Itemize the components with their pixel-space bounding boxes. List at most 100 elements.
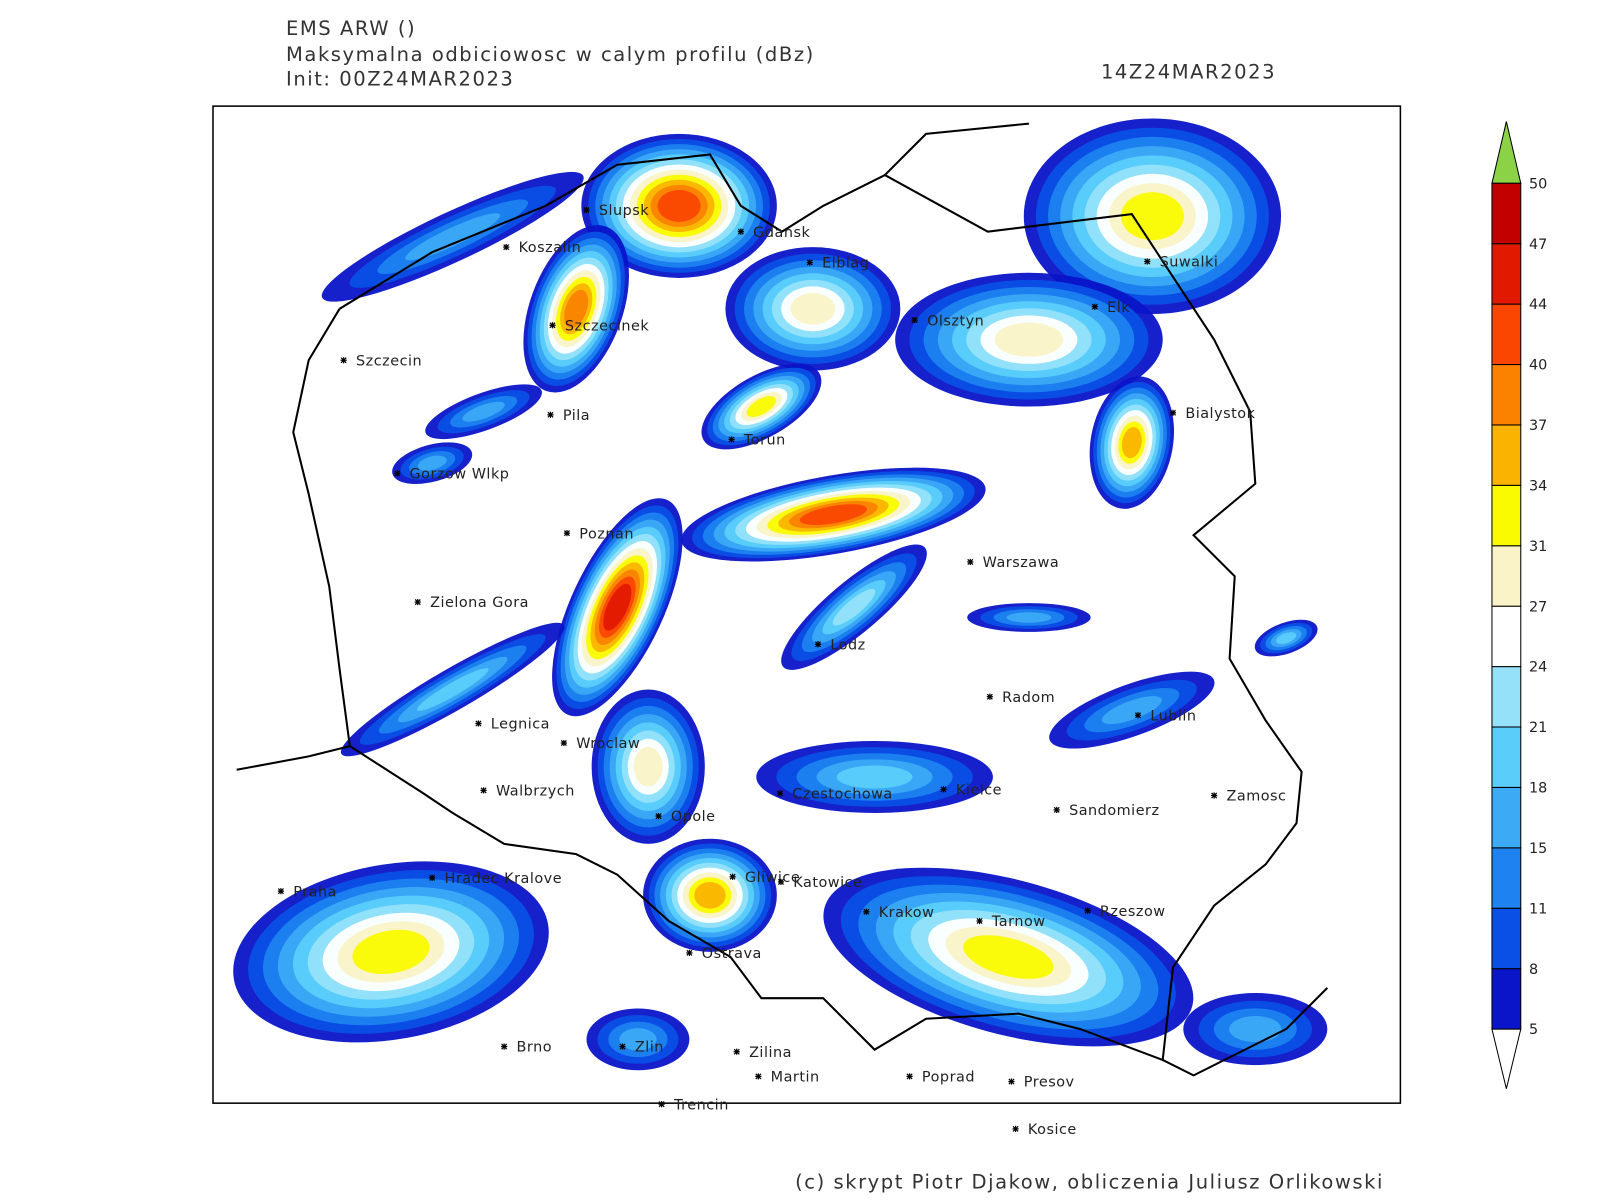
city-marker [277, 888, 284, 895]
marker-stroke [340, 357, 347, 364]
border-line [1162, 987, 1329, 1077]
colorbar-segment [1491, 726, 1522, 788]
marker-stroke [1211, 792, 1218, 799]
marker-stroke [737, 228, 744, 235]
city-marker [729, 873, 736, 880]
colorbar-label: 5 [1529, 1022, 1538, 1038]
echo-area [790, 292, 836, 325]
city-marker [1008, 1078, 1015, 1085]
city-marker [501, 1043, 508, 1050]
marker-stroke [1144, 258, 1151, 265]
echo-area [417, 455, 447, 471]
city-marker [503, 243, 510, 251]
marker-stroke [563, 530, 570, 537]
reflectivity-field [233, 118, 1328, 1071]
city-label: Martin [771, 1070, 820, 1086]
city-marker [480, 787, 487, 794]
colorbar-label: 11 [1529, 901, 1547, 917]
marker-stroke [814, 641, 822, 648]
city-label: Suwalki [1160, 255, 1219, 271]
marker-stroke [277, 888, 284, 895]
city-label: Elk [1107, 300, 1130, 316]
city-marker [686, 949, 693, 957]
city-label: Kosice [1028, 1122, 1077, 1138]
marker-stroke [503, 244, 510, 251]
colorbar-segment [1491, 364, 1522, 426]
city-label: Katowice [793, 875, 862, 891]
city-marker [619, 1043, 626, 1050]
city-label: Opole [671, 809, 716, 825]
city-label: Ostrava [702, 946, 762, 962]
echo-area [746, 396, 777, 418]
marker-stroke [686, 949, 693, 956]
city-marker [1091, 303, 1098, 310]
marker-stroke [777, 878, 784, 885]
marker-stroke [976, 918, 983, 925]
city-marker [906, 1073, 913, 1080]
borders [236, 122, 1329, 1077]
city-marker [658, 1101, 665, 1108]
marker-stroke [658, 1101, 665, 1108]
echo-area [1101, 696, 1162, 725]
echo-area [462, 401, 505, 422]
marker-stroke [728, 436, 735, 443]
city-label: Pila [563, 408, 590, 424]
colorbar-segment [1491, 666, 1522, 728]
colorbar-label: 37 [1529, 418, 1547, 434]
marker-stroke [549, 322, 556, 329]
echo-area [633, 746, 663, 787]
city-label: Gorzow Wlkp [410, 467, 510, 483]
echo-area [1276, 632, 1297, 644]
city-label: Zamosc [1226, 789, 1286, 805]
marker-stroke [583, 207, 590, 214]
colorbar-label: 50 [1529, 176, 1547, 192]
marker-stroke [1169, 409, 1176, 416]
valid-time: 14Z24MAR2023 [1101, 60, 1276, 83]
city-marker [863, 908, 870, 915]
city-marker [414, 598, 421, 606]
city-marker [1134, 712, 1142, 719]
city-label: Olsztyn [927, 313, 984, 329]
city-marker [777, 878, 785, 886]
colorbar-segment [1491, 605, 1522, 668]
colorbar-segment [1491, 484, 1522, 547]
colorbar: 5 8 11 15 18 21 24 27 31 34 37 40 44 47 50 [1491, 176, 1547, 1038]
city-marker [911, 317, 918, 324]
echo-area [352, 929, 430, 975]
city-label: Sandomierz [1069, 803, 1160, 819]
echo-area [1229, 1016, 1282, 1043]
city-marker [940, 786, 947, 793]
marker-stroke [1084, 907, 1091, 914]
city-marker [547, 411, 554, 418]
city-label: Kielce [956, 782, 1002, 798]
echo-area [963, 935, 1054, 979]
city-label: Hradec Kralove [445, 871, 563, 887]
city-marker [755, 1073, 762, 1080]
city-label: Walbrzych [496, 783, 575, 799]
border-line [292, 153, 1303, 1062]
marker-stroke [480, 787, 487, 794]
marker-stroke [475, 720, 482, 727]
colorbar-label: 40 [1529, 358, 1547, 374]
city-label: Zilina [749, 1045, 792, 1061]
echo-area [832, 588, 876, 626]
model-title: EMS ARW () [286, 17, 416, 40]
city-label: Zielona Gora [430, 595, 529, 611]
city-marker [976, 917, 983, 925]
marker-stroke [940, 786, 947, 793]
colorbar-label: 44 [1529, 297, 1547, 313]
city-marker [560, 739, 567, 747]
marker-stroke [806, 259, 813, 266]
marker-stroke [776, 790, 783, 797]
city-label: Legnica [491, 717, 550, 733]
city-marker [583, 206, 590, 214]
city-label: Gdansk [753, 225, 810, 241]
marker-stroke [655, 813, 662, 820]
echo-area [603, 583, 632, 631]
colorbar-segment [1491, 545, 1522, 607]
city-marker [806, 259, 813, 266]
city-label: Rzeszow [1100, 904, 1166, 920]
colorbar-label: 15 [1529, 841, 1547, 857]
echo-area [564, 289, 589, 328]
city-marker [1084, 907, 1091, 914]
